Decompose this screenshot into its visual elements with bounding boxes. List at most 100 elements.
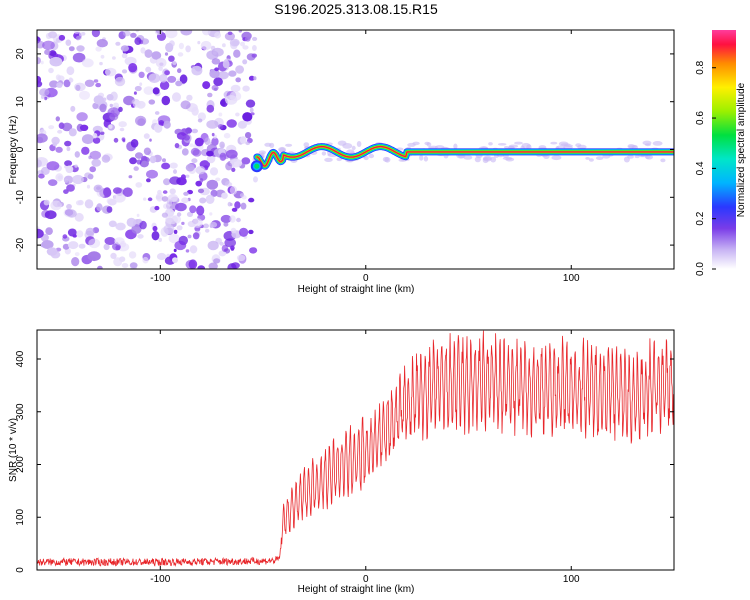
noise-speckle xyxy=(70,105,76,112)
noise-speckle xyxy=(74,212,84,222)
noise-speckle xyxy=(185,45,191,53)
noise-speckle xyxy=(230,245,235,251)
ridge-halo xyxy=(563,145,573,150)
y-tick-label: 300 xyxy=(15,403,26,420)
noise-speckle xyxy=(79,90,90,100)
noise-speckle xyxy=(149,138,152,142)
ridge-halo xyxy=(504,146,509,149)
noise-speckle xyxy=(88,155,92,160)
noise-speckle xyxy=(55,146,63,153)
noise-speckle xyxy=(206,104,215,113)
noise-speckle xyxy=(228,70,237,77)
noise-speckle xyxy=(161,95,171,106)
noise-speckle xyxy=(56,82,63,88)
noise-speckle xyxy=(41,95,45,99)
ridge-halo xyxy=(285,143,293,147)
ridge-halo xyxy=(588,158,594,162)
y-tick-label: 200 xyxy=(15,456,26,473)
noise-speckle xyxy=(89,150,102,160)
noise-speckle xyxy=(196,205,205,216)
noise-speckle xyxy=(207,240,219,251)
noise-speckle xyxy=(49,80,59,88)
noise-speckle xyxy=(229,215,236,223)
noise-speckle xyxy=(214,31,222,39)
noise-speckle xyxy=(154,111,160,115)
noise-speckle xyxy=(162,190,168,194)
noise-speckle xyxy=(79,32,83,37)
noise-speckle xyxy=(149,155,157,164)
noise-speckle xyxy=(76,45,85,52)
noise-speckle xyxy=(143,197,147,201)
noise-speckle xyxy=(118,121,127,128)
ridge-halo xyxy=(419,154,424,161)
y-tick-label: -10 xyxy=(15,190,26,205)
noise-speckle xyxy=(152,87,160,95)
noise-speckle xyxy=(118,106,123,113)
noise-speckle xyxy=(75,35,82,40)
colorbar-tick-label: 0.2 xyxy=(695,211,706,225)
y-tick-label: 10 xyxy=(15,96,26,108)
noise-speckle xyxy=(158,237,162,242)
noise-speckle xyxy=(41,240,54,249)
noise-speckle xyxy=(43,199,50,206)
noise-speckle xyxy=(92,133,98,139)
ridge-halo xyxy=(474,156,481,163)
noise-speckle xyxy=(181,148,189,156)
noise-speckle xyxy=(185,174,190,178)
noise-speckle xyxy=(239,193,245,198)
noise-speckle xyxy=(151,231,160,241)
noise-speckle xyxy=(165,42,174,53)
noise-speckle xyxy=(78,243,86,249)
noise-speckle xyxy=(137,234,144,239)
noise-speckle xyxy=(37,57,41,65)
noise-speckle xyxy=(66,209,77,218)
noise-speckle xyxy=(62,243,70,250)
noise-speckle xyxy=(91,158,101,167)
noise-speckle xyxy=(113,102,119,109)
noise-speckle xyxy=(144,49,153,58)
noise-speckle xyxy=(88,238,101,249)
noise-speckle xyxy=(208,262,218,269)
noise-speckle xyxy=(163,203,171,210)
noise-speckle xyxy=(248,197,255,203)
noise-speckle xyxy=(215,177,221,182)
noise-speckle xyxy=(37,159,42,168)
noise-speckle xyxy=(230,84,241,92)
noise-speckle xyxy=(135,30,139,33)
ridge-halo xyxy=(337,140,347,146)
x-tick-label: -100 xyxy=(150,273,170,284)
noise-speckle xyxy=(225,149,238,159)
noise-speckle xyxy=(120,45,129,52)
noise-speckle xyxy=(66,146,71,152)
noise-speckle xyxy=(92,137,101,144)
noise-speckle xyxy=(46,161,60,171)
noise-speckle xyxy=(181,197,189,204)
ridge-halo xyxy=(303,142,310,148)
noise-speckle xyxy=(156,252,167,261)
noise-speckle xyxy=(211,47,224,57)
noise-speckle xyxy=(141,160,148,167)
spectrogram-x-ticks: -100 0 100 xyxy=(150,30,580,284)
noise-speckle xyxy=(235,77,241,83)
noise-speckle xyxy=(172,92,181,102)
noise-speckle xyxy=(114,237,125,245)
noise-speckle xyxy=(103,187,112,197)
spectrogram-x-label: Height of straight line (km) xyxy=(298,284,415,295)
noise-speckle xyxy=(100,54,105,59)
noise-speckle xyxy=(162,158,166,163)
ridge-halo xyxy=(269,142,275,148)
noise-speckle xyxy=(57,129,63,134)
noise-speckle xyxy=(206,120,219,129)
noise-speckle xyxy=(58,122,65,129)
noise-speckle xyxy=(180,30,193,36)
noise-speckle xyxy=(108,124,113,129)
noise-speckle xyxy=(177,68,182,74)
noise-speckle xyxy=(44,210,57,220)
noise-speckle xyxy=(209,212,213,216)
noise-speckle xyxy=(112,56,116,60)
ridge-halo xyxy=(550,141,558,145)
noise-speckle xyxy=(55,116,60,122)
ridge-halo xyxy=(551,155,562,161)
noise-speckle xyxy=(226,119,237,128)
noise-speckle xyxy=(197,40,201,45)
